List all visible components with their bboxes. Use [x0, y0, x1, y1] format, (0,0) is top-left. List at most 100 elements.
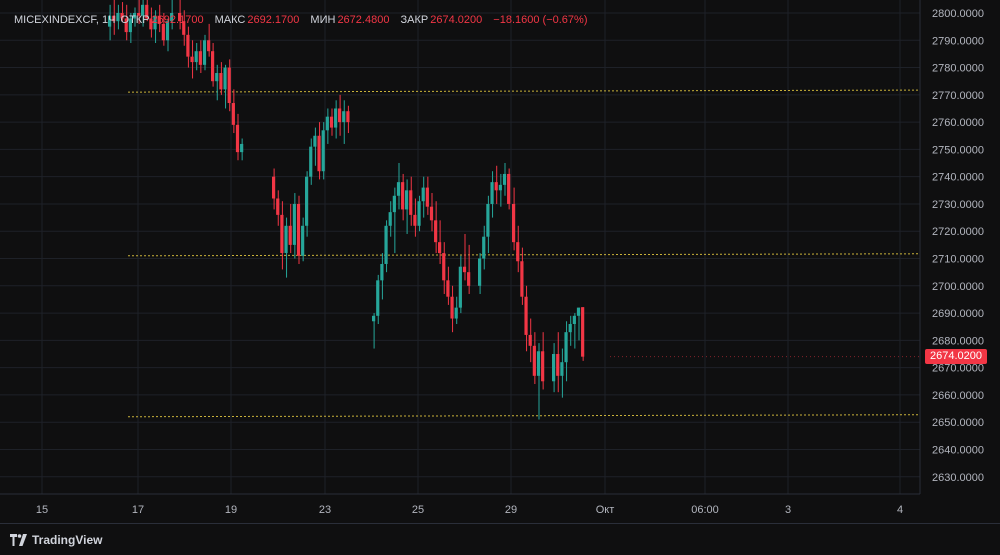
- candle-body: [536, 351, 541, 376]
- candle-up: [132, 7, 137, 27]
- candle-down: [231, 89, 235, 134]
- candle-down: [438, 220, 442, 264]
- y-tick-label: 2770.0000: [932, 90, 984, 102]
- horizontal-level-line: [127, 89, 921, 93]
- candle-body: [272, 176, 276, 199]
- y-tick-label: 2690.0000: [932, 308, 984, 320]
- candle-down: [317, 122, 321, 180]
- candle-body: [541, 351, 545, 382]
- candle-body: [380, 263, 384, 281]
- candle-down: [516, 225, 520, 273]
- candle-body: [482, 236, 486, 259]
- candle-body: [296, 203, 301, 256]
- candle-up: [153, 10, 157, 44]
- candle-body: [581, 307, 585, 357]
- change-value: −18.1600 (−0.67%): [493, 14, 588, 26]
- high-label: МАКС: [214, 14, 246, 26]
- candle-body: [161, 23, 165, 41]
- candle-body: [486, 203, 490, 237]
- candle-down: [137, 0, 141, 24]
- candle-down: [198, 40, 202, 74]
- candle-body: [317, 135, 321, 172]
- x-tick-label: 19: [225, 504, 237, 516]
- candle-body: [301, 225, 305, 256]
- tradingview-wordmark: TradingView: [32, 533, 103, 547]
- horizontal-level-line: [127, 253, 921, 257]
- tradingview-logo[interactable]: TradingView: [10, 533, 102, 547]
- horizontal-levels[interactable]: [127, 89, 921, 418]
- candle-down: [512, 187, 516, 251]
- candle-body: [458, 266, 462, 308]
- candle-body: [153, 15, 157, 30]
- candle-down: [346, 105, 350, 134]
- candle-down: [235, 113, 240, 161]
- candle-up: [396, 163, 401, 210]
- candle-up: [334, 100, 338, 139]
- y-tick-label: 2650.0000: [932, 417, 984, 429]
- candle-up: [108, 4, 112, 41]
- candle-body: [120, 13, 124, 19]
- candle-up: [560, 348, 564, 398]
- y-tick-label: 2710.0000: [932, 254, 984, 266]
- candle-body: [405, 190, 409, 210]
- candle-down: [581, 307, 585, 361]
- x-tick-label: 06:00: [691, 504, 719, 516]
- candle-body: [401, 182, 405, 210]
- candle-down: [401, 173, 405, 221]
- candle-up: [292, 193, 296, 259]
- candle-up: [194, 43, 198, 71]
- candle-up: [454, 296, 458, 324]
- candle-up: [321, 122, 325, 180]
- candle-down: [190, 40, 194, 79]
- candle-body: [157, 15, 161, 24]
- candle-body: [454, 307, 458, 319]
- low-value: 2672.4800: [337, 14, 390, 26]
- tradingview-logo-icon: [10, 534, 27, 546]
- candle-down: [507, 168, 511, 210]
- candle-body: [329, 116, 334, 128]
- price-axis[interactable]: 2800.0000 2790.0000 2780.0000 2770.0000 2760…: [919, 0, 984, 494]
- candle-body: [392, 195, 396, 213]
- candle-down: [124, 4, 128, 41]
- candle-up: [498, 173, 502, 207]
- candle-up: [141, 0, 145, 27]
- y-tick-label: 2730.0000: [932, 199, 984, 211]
- candle-up: [170, 0, 174, 30]
- candle-body: [124, 18, 128, 33]
- y-tick-label: 2790.0000: [932, 35, 984, 47]
- candle-up: [372, 313, 376, 349]
- y-tick-label: 2660.0000: [932, 390, 984, 402]
- candle-body: [417, 201, 421, 226]
- candle-down: [409, 176, 413, 226]
- candle-body: [137, 13, 141, 16]
- candle-up: [486, 195, 490, 254]
- time-axis[interactable]: 15 17 19 23 25 29 Окт 06:00 3 4: [0, 493, 920, 516]
- candle-down: [524, 285, 528, 352]
- candle-body: [442, 253, 446, 281]
- candle-body: [240, 143, 244, 153]
- candle-body: [572, 315, 576, 324]
- candle-down: [556, 332, 560, 393]
- candle-down: [120, 2, 124, 22]
- candle-up: [305, 171, 309, 237]
- close-label: ЗАКР: [400, 14, 429, 26]
- candle-body: [132, 13, 137, 19]
- candle-body: [182, 21, 186, 35]
- candle-up: [284, 217, 288, 278]
- candle-body: [186, 34, 190, 57]
- candle-down: [207, 23, 211, 57]
- candle-down: [450, 285, 454, 333]
- x-tick-label: 15: [36, 504, 48, 516]
- candle-body: [520, 261, 524, 297]
- candle-down: [494, 165, 498, 204]
- y-tick-label: 2640.0000: [932, 444, 984, 456]
- candle-body: [128, 18, 132, 33]
- candle-body: [528, 334, 532, 346]
- price-chart[interactable]: 2800.0000 2790.0000 2780.0000 2770.0000 2760…: [0, 0, 1000, 524]
- candle-body: [211, 51, 215, 82]
- candle-body: [309, 146, 313, 177]
- x-tick-label: 23: [319, 504, 331, 516]
- candle-up: [392, 187, 396, 254]
- symbol-label[interactable]: MICEXINDEXCF, 1Ч: [14, 14, 116, 26]
- candle-body: [288, 225, 292, 245]
